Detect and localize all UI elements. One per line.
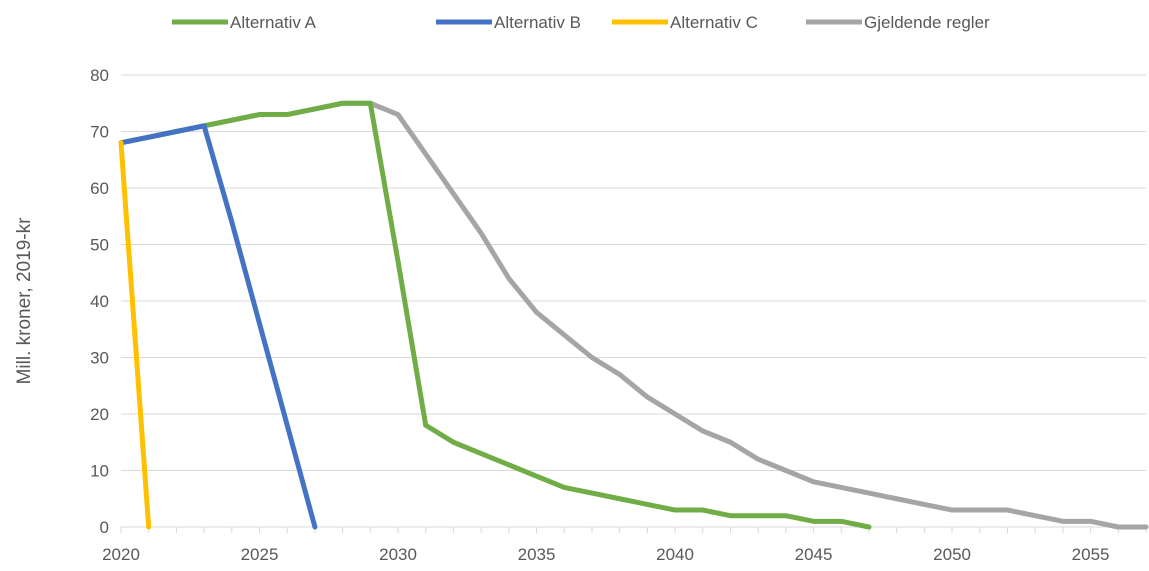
x-tick-label: 2030 <box>379 545 417 564</box>
series-line-alternativ-a <box>118 100 872 530</box>
y-tick-label: 40 <box>90 292 109 311</box>
x-tick-label: 2055 <box>1072 545 1110 564</box>
x-tick-label: 2050 <box>933 545 971 564</box>
y-tick-label: 30 <box>90 349 109 368</box>
legend-label: Gjeldende regler <box>864 13 990 32</box>
y-axis-title: Mill. kroner, 2019-kr <box>14 217 35 385</box>
y-tick-label: 0 <box>100 518 109 537</box>
y-tick-label: 10 <box>90 462 109 481</box>
x-tick-label: 2025 <box>241 545 279 564</box>
series-line-alternativ-c <box>118 140 152 530</box>
gridlines <box>121 74 1146 528</box>
x-tick-label: 2045 <box>795 545 833 564</box>
y-tick-label: 80 <box>90 66 109 85</box>
y-tick-label: 60 <box>90 179 109 198</box>
legend: Alternativ A Alternativ B Alternativ C Gjel… <box>172 13 990 32</box>
x-tick-label: 2035 <box>518 545 556 564</box>
series-line-gjeldende-regler <box>118 100 1149 530</box>
x-tick-label: 2020 <box>102 545 140 564</box>
y-tick-label: 50 <box>90 236 109 255</box>
series-lines <box>118 100 1149 530</box>
legend-label: Alternativ C <box>670 13 758 32</box>
x-tick-label: 2040 <box>656 545 694 564</box>
legend-label: Alternativ B <box>494 13 581 32</box>
y-tick-label: 70 <box>90 123 109 142</box>
series-line-alternativ-b <box>118 123 318 530</box>
y-tick-label: 20 <box>90 405 109 424</box>
legend-label: Alternativ A <box>230 13 317 32</box>
